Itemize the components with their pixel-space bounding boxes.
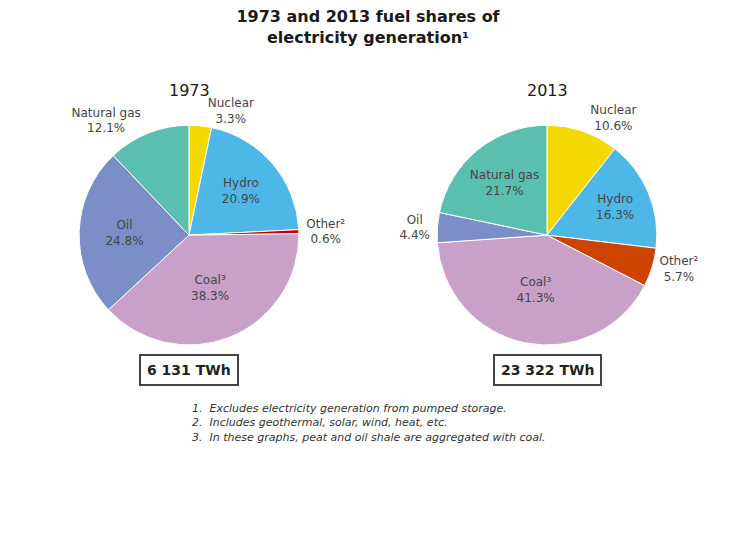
svg-text:Natural gas12.1%: Natural gas12.1% [72, 106, 141, 136]
svg-text:1973: 1973 [169, 81, 210, 100]
svg-text:Oil24.8%: Oil24.8% [105, 218, 143, 248]
svg-text:Hydro16.3%: Hydro16.3% [596, 192, 634, 222]
svg-text:Nuclear10.6%: Nuclear10.6% [590, 103, 636, 133]
svg-text:1973 and 2013 fuel shares ofel: 1973 and 2013 fuel shares ofelectricity … [236, 7, 500, 47]
svg-text:Hydro20.9%: Hydro20.9% [222, 176, 260, 206]
svg-text:Natural gas21.7%: Natural gas21.7% [470, 168, 539, 198]
svg-text:Other²5.7%: Other²5.7% [659, 254, 698, 284]
svg-text:Coal³41.3%: Coal³41.3% [517, 275, 555, 305]
svg-text:Oil4.4%: Oil4.4% [399, 213, 430, 243]
svg-text:2013: 2013 [527, 81, 568, 100]
svg-text:23 322 TWh: 23 322 TWh [501, 362, 594, 378]
svg-text:Coal³38.3%: Coal³38.3% [191, 273, 229, 303]
svg-text:6 131 TWh: 6 131 TWh [147, 362, 231, 378]
svg-text:1. Excludes electricity gener: 1. Excludes electricity generation from … [192, 402, 545, 444]
svg-text:Other²0.6%: Other²0.6% [306, 217, 345, 247]
svg-text:Nuclear3.3%: Nuclear3.3% [208, 96, 254, 126]
